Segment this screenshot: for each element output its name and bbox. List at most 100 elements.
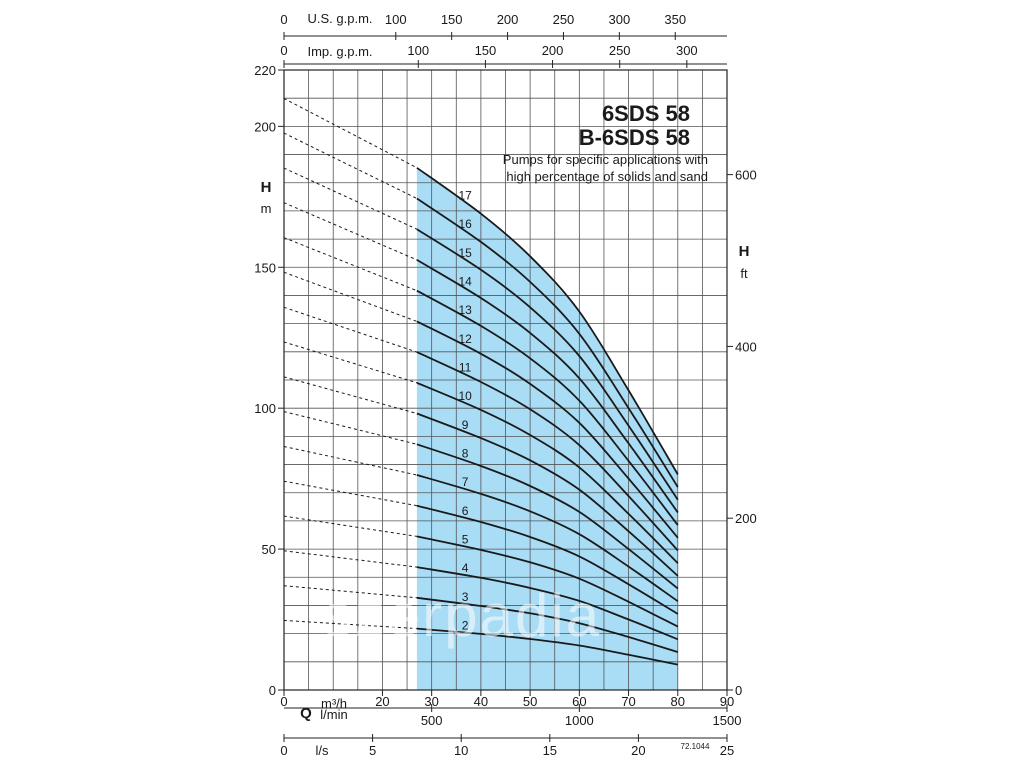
lmin-tick-label: 1000	[565, 713, 594, 728]
x-tick-label: 80	[671, 694, 685, 709]
ls-tick-label: 20	[631, 743, 645, 758]
usgpm-tick-label: 350	[664, 12, 686, 27]
usgpm-tick-label: 250	[553, 12, 575, 27]
stage-label-11: 11	[459, 361, 472, 375]
ls-tick-label: 15	[543, 743, 557, 758]
ls-tick-label: 10	[454, 743, 468, 758]
stage-label-5: 5	[462, 533, 469, 547]
curve-stage-7-extension	[283, 446, 418, 476]
usgpm-axis-label: U.S. g.p.m.	[307, 11, 372, 26]
lmin-tick-label: 500	[421, 713, 443, 728]
y-tick-label: 220	[254, 63, 276, 78]
y2-tick-label: 0	[735, 683, 742, 698]
watermark-text: szerpadia	[323, 582, 601, 649]
drawing-code: 72.1044	[681, 742, 710, 751]
curve-stage-2	[416, 627, 678, 666]
curve-stage-3-extension	[283, 585, 417, 599]
impgpm-tick-label: 250	[609, 43, 631, 58]
y2-axis-unit: ft	[740, 266, 748, 281]
ls-axis-label: l/s	[316, 743, 330, 758]
curve-stage-5	[416, 535, 679, 628]
chart-title-line-2: B-6SDS 58	[579, 125, 690, 150]
lmin-tick-label: 1500	[713, 713, 742, 728]
curve-stage-12-extension	[283, 271, 418, 322]
x-axis-unit-lmin: l/min	[320, 707, 347, 722]
curve-stage-9-extension	[283, 376, 418, 414]
x-tick-label: 60	[572, 694, 586, 709]
stage-label-17: 17	[458, 188, 472, 202]
x-tick-label: 70	[621, 694, 635, 709]
curve-stage-4-extension	[283, 550, 417, 568]
curve-stage-14-extension	[283, 202, 418, 261]
impgpm-axis-label: Imp. g.p.m.	[307, 44, 372, 59]
curve-stage-12	[416, 320, 679, 539]
y-axis-label: H	[261, 179, 272, 196]
stage-label-6: 6	[462, 504, 469, 518]
usgpm-tick-label: 150	[441, 12, 463, 27]
curve-stage-8-extension	[283, 411, 418, 445]
stage-label-7: 7	[462, 475, 469, 489]
curve-stage-14	[416, 259, 679, 514]
curve-stage-5-extension	[283, 515, 417, 537]
stage-label-14: 14	[458, 275, 472, 289]
x-tick-label: 30	[424, 694, 438, 709]
y-tick-label: 200	[254, 119, 276, 134]
x-tick-label: 40	[474, 694, 488, 709]
curve-stage-17-extension	[283, 98, 418, 169]
stage-label-4: 4	[462, 561, 469, 575]
y2-tick-label: 200	[735, 511, 757, 526]
curve-stage-9	[416, 412, 679, 577]
curve-stage-13	[416, 289, 679, 526]
stage-label-12: 12	[458, 332, 472, 346]
curve-stage-13-extension	[283, 237, 418, 292]
curve-stage-10	[416, 381, 679, 564]
stage-label-2: 2	[462, 619, 469, 633]
x-tick-label: 0	[280, 694, 287, 709]
ls-tick-label: 0	[280, 743, 287, 758]
chart-title-line-1: 6SDS 58	[602, 101, 690, 126]
x-axis-unit-m3h: m³/h	[321, 696, 347, 711]
impgpm-tick-label: 200	[542, 43, 564, 58]
ls-tick-label: 25	[720, 743, 734, 758]
chart-subtitle-line-1: Pumps for specific applications with	[503, 152, 708, 167]
impgpm-tick-label: 0	[280, 43, 287, 58]
y-tick-label: 50	[262, 542, 276, 557]
x-tick-label: 90	[720, 694, 734, 709]
stage-label-10: 10	[458, 389, 472, 403]
curve-stage-2-extension	[283, 619, 417, 630]
ls-tick-label: 5	[369, 743, 376, 758]
y2-tick-label: 400	[735, 339, 757, 354]
stage-label-8: 8	[462, 447, 469, 461]
impgpm-tick-label: 300	[676, 43, 698, 58]
stage-label-16: 16	[458, 217, 472, 231]
curve-stage-17	[416, 167, 679, 475]
y-tick-label: 0	[269, 683, 276, 698]
curve-stage-11	[416, 351, 679, 552]
curve-stage-15-extension	[283, 167, 418, 230]
stage-label-3: 3	[462, 590, 469, 604]
curve-stage-8	[416, 443, 679, 590]
curve-stage-3	[416, 596, 679, 653]
plot-frame	[283, 69, 728, 691]
impgpm-tick-label: 150	[475, 43, 497, 58]
usgpm-tick-label: 100	[385, 12, 407, 27]
curve-stage-4	[416, 566, 679, 641]
curve-stage-10-extension	[283, 341, 418, 384]
y2-axis-label: H	[739, 243, 750, 260]
curve-stage-7	[416, 474, 679, 602]
usgpm-tick-label: 200	[497, 12, 519, 27]
curve-stage-16	[416, 197, 679, 488]
x-tick-label: 20	[375, 694, 389, 709]
stage-label-13: 13	[458, 303, 472, 317]
usgpm-tick-label: 300	[608, 12, 630, 27]
usgpm-tick-label: 0	[280, 12, 287, 27]
x-axis-label: Q	[300, 705, 312, 722]
curve-stage-15	[416, 228, 679, 501]
impgpm-tick-label: 100	[407, 43, 429, 58]
chart-subtitle-line-2: high percentage of solids and sand	[506, 169, 708, 184]
y2-tick-label: 600	[735, 168, 757, 183]
stage-label-15: 15	[458, 246, 472, 260]
curve-stage-6-extension	[283, 480, 417, 507]
y-tick-label: 150	[254, 260, 276, 275]
